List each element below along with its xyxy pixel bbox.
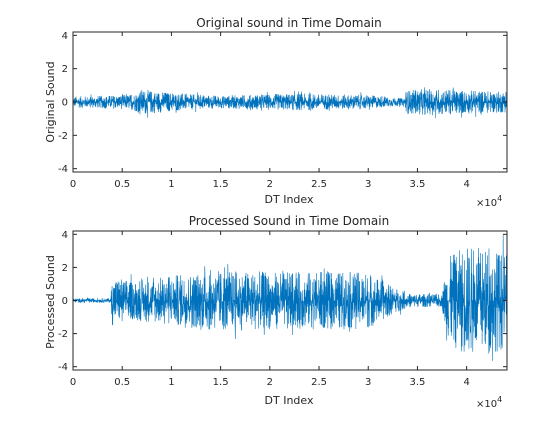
signal-line-original: [73, 87, 507, 119]
x-tick-label-processed: 2.5: [311, 377, 327, 388]
x-tick-label-processed: 3: [365, 377, 371, 388]
x-tick-label-processed: 1: [168, 377, 174, 388]
x-tick-label-processed: 2: [267, 377, 273, 388]
y-axis-label-processed: Processed Sound: [44, 255, 57, 349]
x-tick-label-processed: 1.5: [213, 377, 229, 388]
x-tick-label-processed: 0: [70, 377, 76, 388]
x-tick-label-original: 3.5: [409, 179, 425, 190]
x-axis-label-processed: DT Index: [265, 394, 314, 407]
x-tick-label-original: 1.5: [213, 179, 229, 190]
x-tick-label-original: 2.5: [311, 179, 327, 190]
x-tick-label-original: 2: [267, 179, 273, 190]
signal-line-processed: [73, 234, 507, 361]
x-tick-label-processed: 3.5: [409, 377, 425, 388]
x-tick-label-original: 0: [70, 179, 76, 190]
y-tick-label-processed: -4: [58, 362, 68, 373]
y-tick-label-original: 4: [62, 31, 68, 42]
y-tick-label-original: -4: [58, 164, 68, 175]
y-axis-label-original: Original Sound: [44, 61, 57, 142]
x-exponent-power-processed: 4: [497, 395, 502, 404]
x-exponent-base-processed: ×10: [476, 399, 497, 410]
chart-title-processed: Processed Sound in Time Domain: [189, 214, 389, 228]
x-tick-label-processed: 0.5: [114, 377, 130, 388]
chart-title-original: Original sound in Time Domain: [196, 16, 382, 30]
y-tick-label-processed: 2: [62, 263, 68, 274]
x-exponent-base-original: ×10: [476, 198, 497, 209]
x-exponent-power-original: 4: [497, 194, 502, 203]
x-tick-label-processed: 4: [463, 377, 469, 388]
x-axis-label-original: DT Index: [265, 193, 314, 206]
y-tick-label-original: 0: [62, 98, 68, 109]
y-tick-label-original: -2: [58, 131, 68, 142]
y-tick-label-original: 2: [62, 64, 68, 75]
x-tick-label-original: 0.5: [114, 179, 130, 190]
x-exponent-original: ×104: [476, 194, 502, 209]
y-tick-label-processed: -2: [58, 329, 68, 340]
axes-original: Original sound in Time Domain 0 0.5 1 1.5 2 2…: [44, 16, 508, 209]
axes-processed: Processed Sound in Time Domain 0 0.5 1 1.5 2…: [44, 214, 508, 410]
x-tick-label-original: 1: [168, 179, 174, 190]
x-exponent-processed: ×104: [476, 395, 502, 410]
y-tick-label-processed: 4: [62, 230, 68, 241]
x-tick-label-original: 3: [365, 179, 371, 190]
y-tick-label-processed: 0: [62, 296, 68, 307]
x-tick-label-original: 4: [463, 179, 469, 190]
